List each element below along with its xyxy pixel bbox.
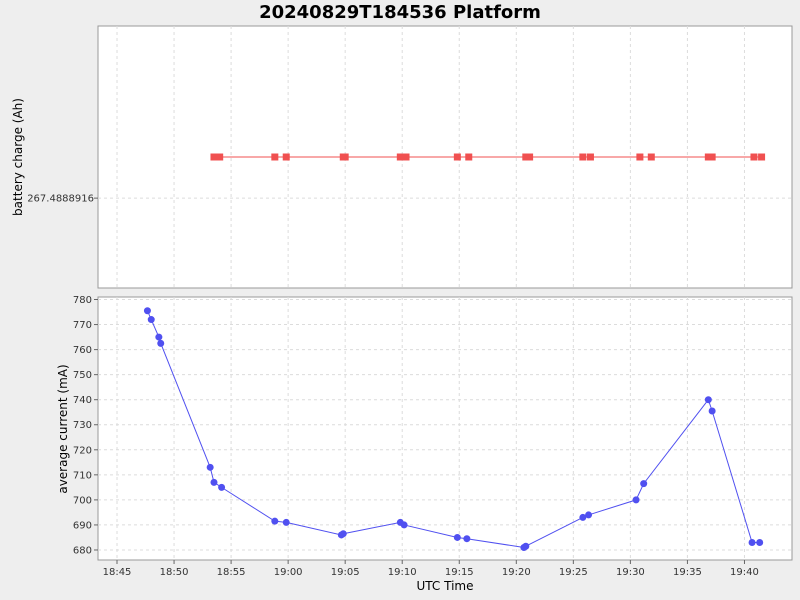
current-grid: [98, 297, 792, 560]
battery-data-point: [453, 153, 461, 161]
x-tick-label: 18:45: [103, 567, 132, 578]
battery-y-tick-label: 267.4888916: [27, 194, 94, 205]
current-data-point: [704, 396, 712, 404]
battery-data-point: [522, 153, 530, 161]
battery-data-point: [704, 153, 712, 161]
battery-data-point: [271, 153, 279, 161]
current-data-point: [157, 339, 165, 347]
current-data-point: [640, 480, 648, 488]
x-tick-label: 18:55: [217, 567, 246, 578]
current-y-ticks: 680 690 700 710 720 730 740 750 760 770 780: [73, 295, 98, 556]
current-y-axis-label: average current (mA): [56, 364, 70, 493]
current-data-point: [756, 538, 764, 546]
current-y-tick-label: 770: [73, 320, 92, 331]
current-y-tick-label: 750: [73, 370, 92, 381]
battery-data-point: [465, 153, 473, 161]
current-y-tick-label: 690: [73, 520, 92, 531]
current-data-point: [632, 496, 640, 504]
current-y-tick-label: 710: [73, 470, 92, 481]
battery-data-point: [758, 153, 766, 161]
current-data-point: [708, 407, 716, 415]
x-tick-label: 19:10: [388, 567, 417, 578]
current-y-tick-label: 760: [73, 345, 92, 356]
battery-data-point: [396, 153, 404, 161]
battery-charge-panel: 267.4888916 battery charge (Ah): [11, 25, 793, 289]
battery-data-point: [750, 153, 758, 161]
chart-title: 20240829T184536 Platform: [259, 2, 541, 23]
current-y-tick-label: 780: [73, 295, 92, 306]
battery-data-point: [210, 153, 218, 161]
current-data-point: [579, 513, 587, 521]
x-tick-label: 19:00: [274, 567, 303, 578]
current-data-point: [453, 533, 461, 541]
current-y-tick-label: 700: [73, 495, 92, 506]
current-data-point: [339, 530, 347, 538]
current-data-point: [463, 535, 471, 543]
battery-data-point: [526, 153, 534, 161]
battery-data-point: [216, 153, 224, 161]
x-tick-label: 19:25: [559, 567, 588, 578]
current-series: [143, 307, 764, 551]
battery-data-point: [586, 153, 594, 161]
battery-data-point: [282, 153, 290, 161]
current-data-point: [522, 542, 530, 550]
battery-data-point: [636, 153, 644, 161]
current-data-point: [400, 521, 408, 529]
battery-y-axis-label: battery charge (Ah): [11, 98, 25, 216]
current-data-point: [155, 333, 163, 341]
current-y-tick-label: 720: [73, 445, 92, 456]
battery-grid: [98, 26, 792, 288]
x-tick-label: 19:35: [673, 567, 702, 578]
current-plot-area: [97, 296, 793, 561]
battery-y-ticks: 267.4888916: [27, 194, 98, 205]
current-data-point: [206, 463, 214, 471]
current-data-point: [282, 518, 290, 526]
current-data-point: [748, 538, 756, 546]
battery-series: [210, 153, 766, 161]
current-y-tick-label: 740: [73, 395, 92, 406]
x-axis-label: UTC Time: [417, 579, 474, 593]
battery-data-point: [647, 153, 655, 161]
current-data-point: [147, 316, 155, 324]
current-data-point: [210, 478, 218, 486]
current-data-point: [271, 517, 279, 525]
x-tick-label: 19:05: [331, 567, 360, 578]
x-tick-label: 19:30: [616, 567, 645, 578]
current-data-point: [218, 483, 226, 491]
battery-data-point: [341, 153, 349, 161]
current-data-point: [143, 307, 151, 315]
battery-data-point: [402, 153, 410, 161]
current-data-point: [585, 511, 593, 519]
current-y-tick-label: 680: [73, 545, 92, 556]
battery-data-point: [708, 153, 716, 161]
time-x-ticks: 18:45 18:50 18:55 19:00 19:05 19:10 19:15 19:20…: [103, 560, 759, 578]
x-tick-label: 19:20: [502, 567, 531, 578]
x-tick-label: 19:40: [730, 567, 759, 578]
x-tick-label: 19:15: [445, 567, 474, 578]
current-y-tick-label: 730: [73, 420, 92, 431]
battery-data-point: [579, 153, 587, 161]
x-tick-label: 18:50: [160, 567, 189, 578]
